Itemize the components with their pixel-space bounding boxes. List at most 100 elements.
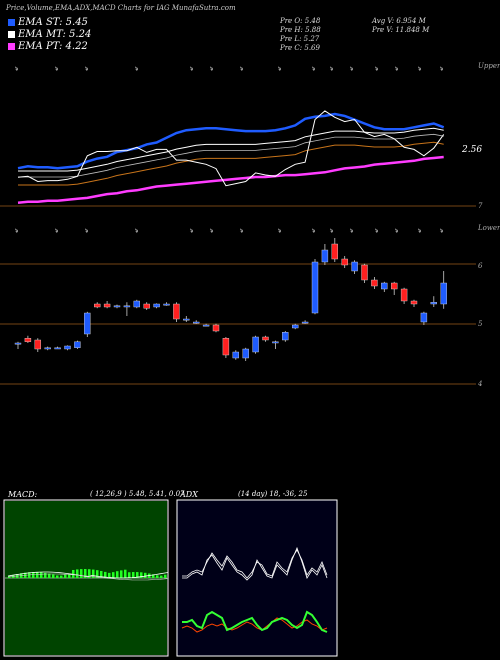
ema-st-line xyxy=(17,112,445,170)
upper-marker-2: ๖ xyxy=(85,66,88,72)
candle-body-40 xyxy=(410,300,418,305)
macd-hist-34 xyxy=(144,572,147,578)
legend-ema-st-label: EMA ST: 5.45 xyxy=(18,17,88,28)
candle-body-22 xyxy=(232,351,240,359)
stat-avg-vol: Avg V: 6.954 M xyxy=(372,17,426,25)
macd-hist-22 xyxy=(96,570,99,578)
candle-body-28 xyxy=(292,324,299,329)
upper-marker-0: ๖ xyxy=(15,66,18,72)
candle-body-33 xyxy=(341,258,348,266)
upper-marker-4: ๖ xyxy=(190,66,193,72)
lower-marker-13: ๖ xyxy=(418,228,421,234)
candle-body-3 xyxy=(44,347,51,350)
axis-label-7: 7 xyxy=(478,202,483,210)
macd-hist-23 xyxy=(100,570,103,578)
upper-label: Upper xyxy=(478,62,500,70)
upper-marker-10: ๖ xyxy=(350,66,353,72)
candle-body-6 xyxy=(74,341,81,348)
lower-label: Lower xyxy=(478,224,500,232)
macd-hist-31 xyxy=(132,572,135,578)
upper-marker-13: ๖ xyxy=(418,66,421,72)
adx-title: ADX xyxy=(180,490,198,499)
legend-swatch-mt xyxy=(8,31,15,38)
candle-body-25 xyxy=(262,336,269,341)
macd-hist-37 xyxy=(156,575,159,578)
macd-hist-26 xyxy=(112,572,115,578)
candle-body-19 xyxy=(202,324,210,327)
candle-body-39 xyxy=(400,288,408,302)
legend-ema-mt: EMA MT: 5.24 xyxy=(8,29,91,40)
legend-ema-st: EMA ST: 5.45 xyxy=(8,17,88,28)
horizontal-levels xyxy=(0,205,476,385)
candle-body-11 xyxy=(123,305,131,308)
candle-body-35 xyxy=(361,264,368,281)
candle-body-8 xyxy=(93,303,101,308)
candle-body-42 xyxy=(430,302,437,305)
legend-swatch-st xyxy=(8,19,15,26)
macd-hist-6 xyxy=(32,572,35,578)
candle-body-15 xyxy=(163,303,170,306)
ema-pt-line xyxy=(17,155,444,204)
macd-signal-line xyxy=(7,573,169,581)
macd-hist-36 xyxy=(152,574,155,578)
macd-hist-25 xyxy=(108,572,111,578)
stat-prev-close: Pre C: 5.69 xyxy=(280,44,320,52)
lower-marker-5: ๖ xyxy=(210,228,213,234)
macd-hist-19 xyxy=(84,569,87,578)
stat-prev-high: Pre H: 5.88 xyxy=(280,26,321,34)
lower-marker-6: ๖ xyxy=(240,228,243,234)
legend-ema-pt: EMA PT: 4.22 xyxy=(8,41,88,52)
macd-hist-32 xyxy=(136,572,139,578)
macd-hist-11 xyxy=(52,574,55,578)
upper-marker-14: ๖ xyxy=(440,66,443,72)
ema-lines xyxy=(17,110,445,204)
macd-hist-15 xyxy=(68,573,71,578)
lower-marker-7: ๖ xyxy=(278,228,281,234)
macd-hist-28 xyxy=(120,570,123,578)
stat-prev-vol: Pre V: 11.848 M xyxy=(372,26,430,34)
candle-body-32 xyxy=(331,243,338,260)
macd-hist-33 xyxy=(140,572,143,578)
macd-hist-18 xyxy=(80,569,83,578)
candle-body-13 xyxy=(143,303,150,309)
candle-body-2 xyxy=(34,339,41,350)
stat-prev-low: Pre L: 5.27 xyxy=(280,35,320,43)
candle-body-24 xyxy=(252,336,259,353)
candles xyxy=(14,238,447,361)
macd-hist-30 xyxy=(128,572,131,578)
candle-body-37 xyxy=(381,282,388,290)
candle-body-7 xyxy=(84,312,91,335)
upper-marker-8: ๖ xyxy=(312,66,315,72)
macd-line xyxy=(7,571,169,579)
candle-body-18 xyxy=(192,321,200,324)
candle-body-10 xyxy=(113,305,121,308)
legend-ema-mt-label: EMA MT: 5.24 xyxy=(18,29,92,40)
candle-body-29 xyxy=(301,321,309,324)
ema-mid-line xyxy=(18,133,444,178)
macd-hist-17 xyxy=(76,569,79,578)
lower-marker-1: ๖ xyxy=(55,228,58,234)
candle-body-20 xyxy=(212,324,220,332)
adx-series xyxy=(181,546,328,633)
macd-hist-13 xyxy=(60,575,63,578)
lower-marker-14: ๖ xyxy=(440,228,443,234)
axis-label-6: 6 xyxy=(478,262,483,270)
lower-marker-0: ๖ xyxy=(15,228,18,234)
macd-hist-39 xyxy=(164,574,167,578)
upper-marker-7: ๖ xyxy=(278,66,281,72)
lower-marker-3: ๖ xyxy=(135,228,138,234)
chart-title: Price,Volume,EMA,ADX,MACD Charts for IAG… xyxy=(6,4,236,12)
upper-marker-1: ๖ xyxy=(55,66,58,72)
upper-marker-3: ๖ xyxy=(135,66,138,72)
macd-hist-20 xyxy=(88,569,91,578)
macd-hist-29 xyxy=(124,569,127,578)
adx-params: (14 day) 18, -36, 25 xyxy=(238,490,308,498)
lower-marker-10: ๖ xyxy=(350,228,353,234)
lower-marker-4: ๖ xyxy=(190,228,193,234)
upper-marker-12: ๖ xyxy=(395,66,398,72)
macd-hist-14 xyxy=(64,574,67,578)
legend-ema-pt-label: EMA PT: 4.22 xyxy=(18,41,88,52)
ema-value-label: 2.56 xyxy=(462,145,483,155)
